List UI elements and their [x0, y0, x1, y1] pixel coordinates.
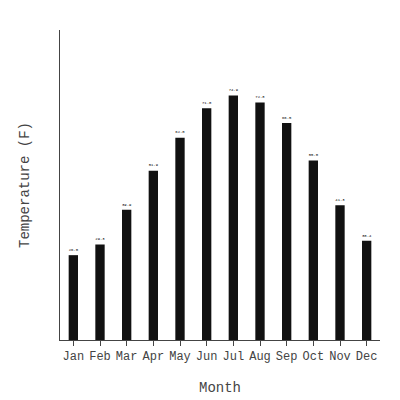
svg-text:Apr: Apr: [143, 350, 165, 364]
svg-text:30.4: 30.4: [362, 234, 372, 238]
svg-text:Temperature (F): Temperature (F): [17, 122, 33, 248]
svg-text:55.0: 55.0: [309, 153, 319, 157]
svg-text:Mar: Mar: [116, 350, 138, 364]
svg-text:41.3: 41.3: [335, 198, 345, 202]
svg-text:66.5: 66.5: [282, 116, 292, 120]
svg-text:Nov: Nov: [329, 350, 351, 364]
svg-text:Jul: Jul: [223, 350, 245, 364]
svg-text:74.9: 74.9: [229, 88, 239, 92]
svg-text:39.9: 39.9: [122, 203, 132, 207]
svg-text:Dec: Dec: [356, 350, 378, 364]
svg-text:Sep: Sep: [276, 350, 298, 364]
svg-text:Jan: Jan: [63, 350, 85, 364]
svg-text:Month: Month: [199, 380, 241, 396]
svg-text:71.0: 71.0: [202, 101, 212, 105]
svg-text:Jun: Jun: [196, 350, 218, 364]
svg-text:62.0: 62.0: [175, 130, 185, 134]
svg-text:Oct: Oct: [303, 350, 325, 364]
svg-text:26.0: 26.0: [69, 248, 79, 252]
svg-text:72.8: 72.8: [255, 95, 265, 99]
svg-text:29.3: 29.3: [95, 237, 105, 241]
svg-text:Aug: Aug: [249, 350, 271, 364]
svg-text:Feb: Feb: [89, 350, 111, 364]
svg-text:May: May: [169, 350, 191, 364]
svg-text:51.9: 51.9: [149, 163, 159, 167]
